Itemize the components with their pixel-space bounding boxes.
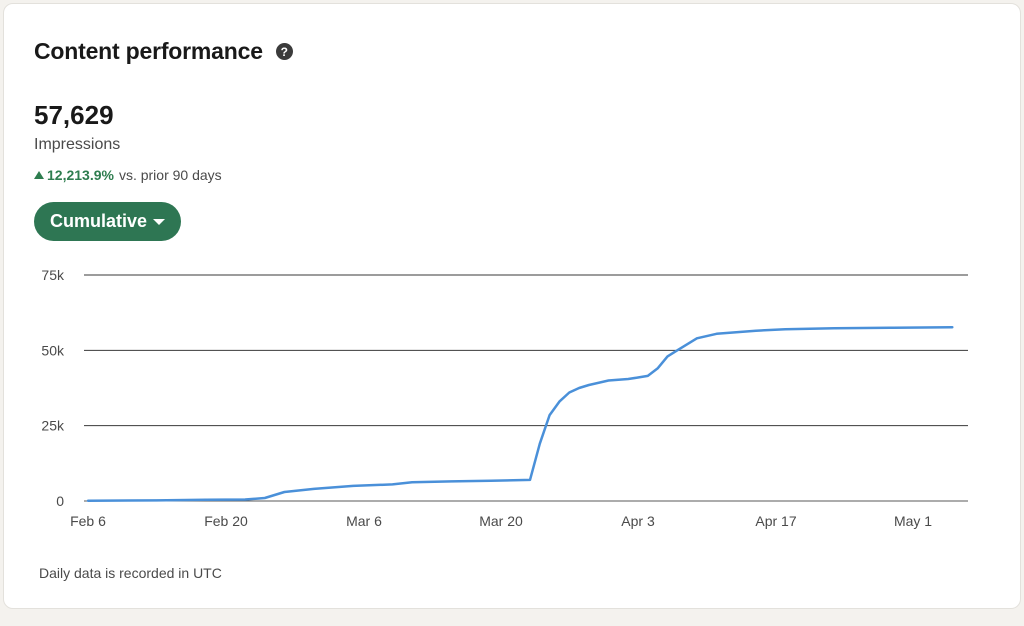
cumulative-dropdown[interactable]: Cumulative (34, 202, 182, 241)
caret-down-icon (153, 218, 166, 225)
y-tick-label: 0 (56, 493, 64, 509)
y-tick-label: 75k (41, 267, 65, 283)
y-tick-label: 50k (41, 342, 65, 358)
change-value: 12,213.9% (47, 167, 114, 183)
question-circle-icon[interactable]: ? (275, 43, 293, 60)
y-tick-label: 25k (41, 418, 65, 434)
content-performance-card: Content performance ? 57,629 Impressions… (3, 3, 1021, 609)
impressions-value: 57,629 (34, 100, 114, 130)
x-tick-label: Feb 6 (70, 513, 106, 529)
x-tick-label: Mar 6 (346, 513, 382, 529)
header: Content performance ? (34, 38, 293, 65)
x-tick-label: May 1 (894, 513, 932, 529)
dropdown-label: Cumulative (50, 211, 148, 231)
x-tick-label: Mar 20 (479, 513, 523, 529)
up-arrow-icon (34, 171, 44, 179)
impressions-label: Impressions (34, 136, 121, 153)
x-tick-label: Apr 3 (621, 513, 655, 529)
series-line-impressions (86, 326, 954, 502)
change-indicator: 12,213.9% vs. prior 90 days (34, 167, 222, 183)
utc-footnote: Daily data is recorded in UTC (39, 565, 222, 581)
page-title: Content performance (34, 38, 263, 64)
change-text: vs. prior 90 days (118, 167, 222, 183)
x-tick-label: Feb 20 (204, 513, 248, 529)
x-tick-label: Apr 17 (755, 513, 796, 529)
